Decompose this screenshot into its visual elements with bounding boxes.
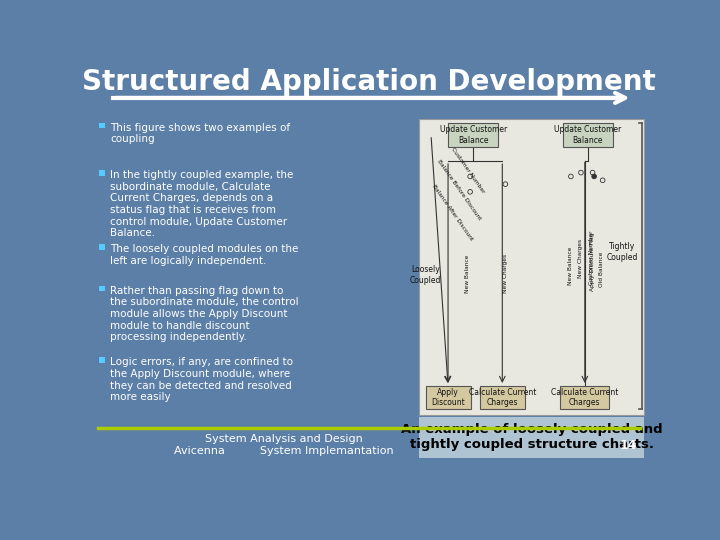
Text: This figure shows two examples of
coupling: This figure shows two examples of coupli…	[110, 123, 290, 144]
Text: Old Balance: Old Balance	[599, 252, 604, 287]
Text: New Balance: New Balance	[464, 254, 469, 293]
Text: Logic errors, if any, are confined to
the Apply Discount module, where
they can : Logic errors, if any, are confined to th…	[110, 357, 293, 402]
Text: Apply Discount Flag: Apply Discount Flag	[590, 233, 595, 291]
Text: Tightly
Coupled: Tightly Coupled	[606, 242, 638, 261]
Bar	[448, 123, 498, 147]
Text: Update Customer
Balance: Update Customer Balance	[554, 125, 621, 145]
Text: New Charges: New Charges	[503, 254, 508, 293]
Text: Customer Number: Customer Number	[589, 231, 594, 285]
Bar	[426, 386, 471, 409]
Text: In the tightly coupled example, the
subordinate module, Calculate
Current Charge: In the tightly coupled example, the subo…	[110, 170, 294, 238]
Text: Apply
Discount: Apply Discount	[431, 388, 465, 407]
Bar	[99, 357, 104, 363]
Bar	[563, 123, 613, 147]
Bar	[99, 170, 104, 176]
Text: Balance After Discount: Balance After Discount	[431, 184, 474, 241]
Text: An example of loosely coupled and
tightly coupled structure charts.: An example of loosely coupled and tightl…	[401, 423, 662, 451]
Text: New Balance: New Balance	[568, 247, 573, 285]
Text: The loosely coupled modules on the
left are logically independent.: The loosely coupled modules on the left …	[110, 244, 299, 266]
Text: Avicenna          System Implemantation: Avicenna System Implemantation	[174, 447, 394, 456]
Bar	[99, 123, 104, 128]
Bar	[419, 417, 644, 457]
Bar	[99, 244, 104, 249]
Text: 14: 14	[620, 438, 637, 451]
Bar	[99, 286, 104, 291]
Bar	[560, 386, 609, 409]
Text: Customer Number: Customer Number	[451, 146, 486, 194]
Text: New Charges: New Charges	[578, 239, 583, 278]
Text: Calculate Current
Charges: Calculate Current Charges	[551, 388, 618, 407]
Circle shape	[592, 174, 596, 179]
Text: System Analysis and Design: System Analysis and Design	[205, 434, 363, 444]
Text: Structured Application Development: Structured Application Development	[82, 68, 656, 96]
Text: Calculate Current
Charges: Calculate Current Charges	[469, 388, 536, 407]
Text: Balance Before Discount: Balance Before Discount	[436, 158, 482, 221]
Text: Loosely
Coupled: Loosely Coupled	[410, 265, 441, 285]
Bar	[419, 119, 644, 415]
Text: Rather than passing flag down to
the subordinate module, the control
module allo: Rather than passing flag down to the sub…	[110, 286, 299, 342]
Bar	[480, 386, 525, 409]
Text: Update Customer
Balance: Update Customer Balance	[440, 125, 507, 145]
